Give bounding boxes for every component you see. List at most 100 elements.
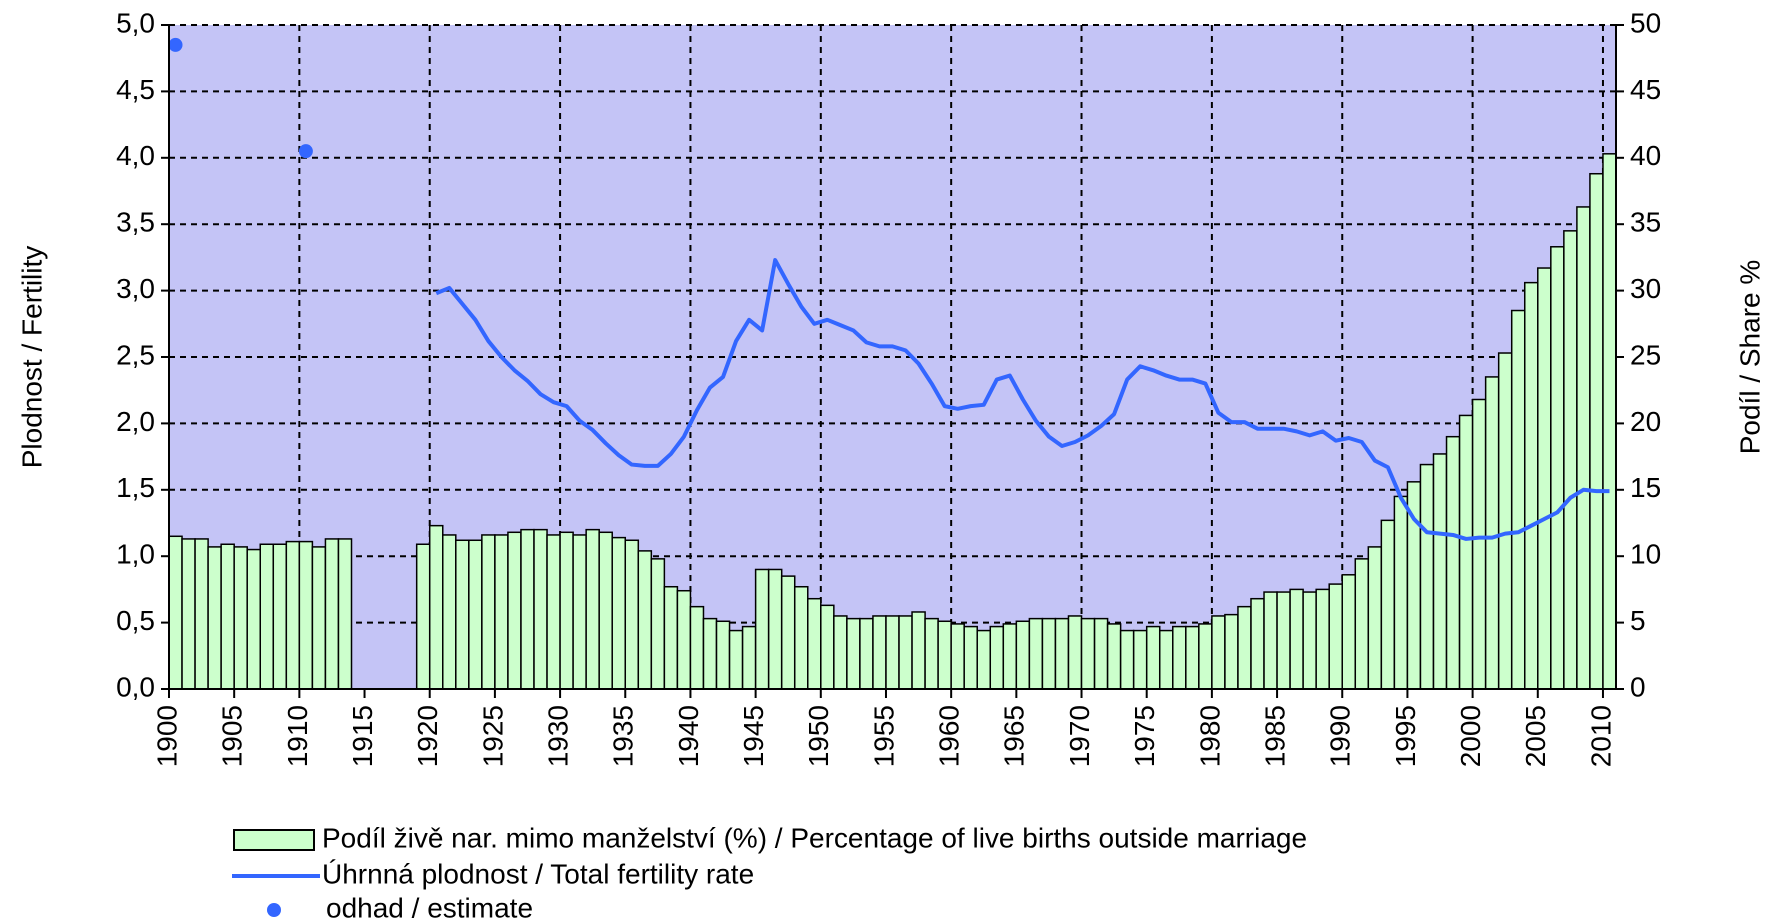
bar [507, 531, 522, 690]
bar [1158, 629, 1174, 690]
bar [1054, 617, 1070, 690]
bar [1523, 281, 1539, 690]
bar [676, 589, 692, 690]
x-tick-label: 1930 [542, 705, 573, 767]
point [298, 144, 313, 159]
bar [1198, 623, 1213, 690]
x-tick-label: 1970 [1064, 705, 1095, 767]
y-tick-label: 3,0 [116, 273, 155, 304]
bar [820, 604, 835, 690]
x-tick-label: 1980 [1194, 705, 1225, 767]
bar [937, 620, 952, 690]
x-tick-label: 1960 [934, 705, 965, 767]
bar [1341, 574, 1357, 690]
bar [1302, 591, 1317, 690]
bar [663, 585, 679, 690]
bar [1211, 615, 1226, 690]
bar [846, 617, 861, 690]
bar [950, 623, 965, 690]
bar [1080, 617, 1096, 690]
y2-tick-label: 50 [1630, 7, 1661, 38]
y2-tick-label: 15 [1630, 472, 1661, 503]
bar [767, 568, 783, 690]
x-tick-label: 1965 [999, 705, 1030, 767]
bar [481, 534, 496, 690]
y2-tick-label: 40 [1630, 140, 1661, 171]
bar [911, 611, 926, 690]
bar [611, 536, 627, 690]
bar [1067, 615, 1083, 690]
bar [1484, 376, 1500, 690]
legend-label: Úhrnná plodnost / Total fertility rate [322, 858, 754, 889]
bar [859, 617, 874, 690]
y2-tick-label: 35 [1630, 207, 1661, 238]
bar [624, 539, 640, 690]
bar [1510, 309, 1526, 690]
x-tick-label: 1975 [1129, 705, 1160, 767]
bar [728, 629, 744, 690]
x-tick-label: 1940 [673, 705, 704, 767]
bar [337, 538, 353, 690]
bar [546, 534, 561, 690]
bar [572, 534, 587, 690]
y-axis-label: Plodnost / Fertility [16, 246, 47, 469]
x-tick-label: 2010 [1585, 705, 1616, 767]
bar [468, 539, 483, 690]
y-tick-label: 2,5 [116, 339, 155, 370]
bar [807, 597, 822, 690]
bar [494, 534, 509, 690]
bar [924, 617, 939, 690]
y-tick-label: 5,0 [116, 7, 155, 38]
bar [1328, 583, 1343, 690]
bar [1393, 495, 1409, 690]
bar [415, 543, 431, 690]
y2-axis-label: Podíl / Share % [1734, 260, 1765, 455]
x-tick-label: 1955 [868, 705, 899, 767]
bar [963, 625, 978, 690]
line [435, 258, 1610, 541]
bar [1458, 414, 1474, 690]
y-tick-label: 4,0 [116, 140, 155, 171]
bar [702, 617, 718, 690]
x-tick-label: 1995 [1390, 705, 1421, 767]
x-tick-label: 1910 [282, 705, 313, 767]
bar [650, 558, 666, 690]
bar [298, 540, 314, 690]
bar [1602, 153, 1617, 690]
y-tick-label: 1,5 [116, 472, 155, 503]
bar [1354, 558, 1370, 690]
bar [1276, 591, 1291, 690]
bar [1093, 617, 1109, 690]
x-tick-label: 1905 [217, 705, 248, 767]
bar [1041, 617, 1057, 690]
bar [1224, 613, 1239, 690]
bar [1497, 352, 1513, 690]
x-tick-label: 1935 [608, 705, 639, 767]
y2-tick-label: 5 [1630, 605, 1646, 636]
x-tick-label: 1915 [347, 705, 378, 767]
bar [1432, 453, 1448, 690]
bar [1145, 625, 1161, 690]
x-tick-label: 1950 [803, 705, 834, 767]
data [168, 37, 1617, 690]
bar [1550, 246, 1565, 690]
bar [1576, 206, 1591, 690]
bar [194, 538, 209, 690]
bar [520, 528, 535, 690]
bar [1106, 623, 1122, 690]
y-tick-label: 2,0 [116, 406, 155, 437]
y2-tick-label: 25 [1630, 339, 1661, 370]
bar [455, 539, 470, 690]
x-tick-label: 2005 [1520, 705, 1551, 767]
y-tick-label: 0,5 [116, 605, 155, 636]
bar [259, 543, 275, 690]
bar [533, 528, 548, 690]
bar [1237, 605, 1252, 690]
y2-tick-label: 45 [1630, 74, 1661, 105]
bar [1263, 591, 1278, 690]
bar [559, 531, 574, 690]
bar [1002, 623, 1018, 690]
bar [168, 535, 183, 690]
y2-tick-label: 20 [1630, 406, 1661, 437]
